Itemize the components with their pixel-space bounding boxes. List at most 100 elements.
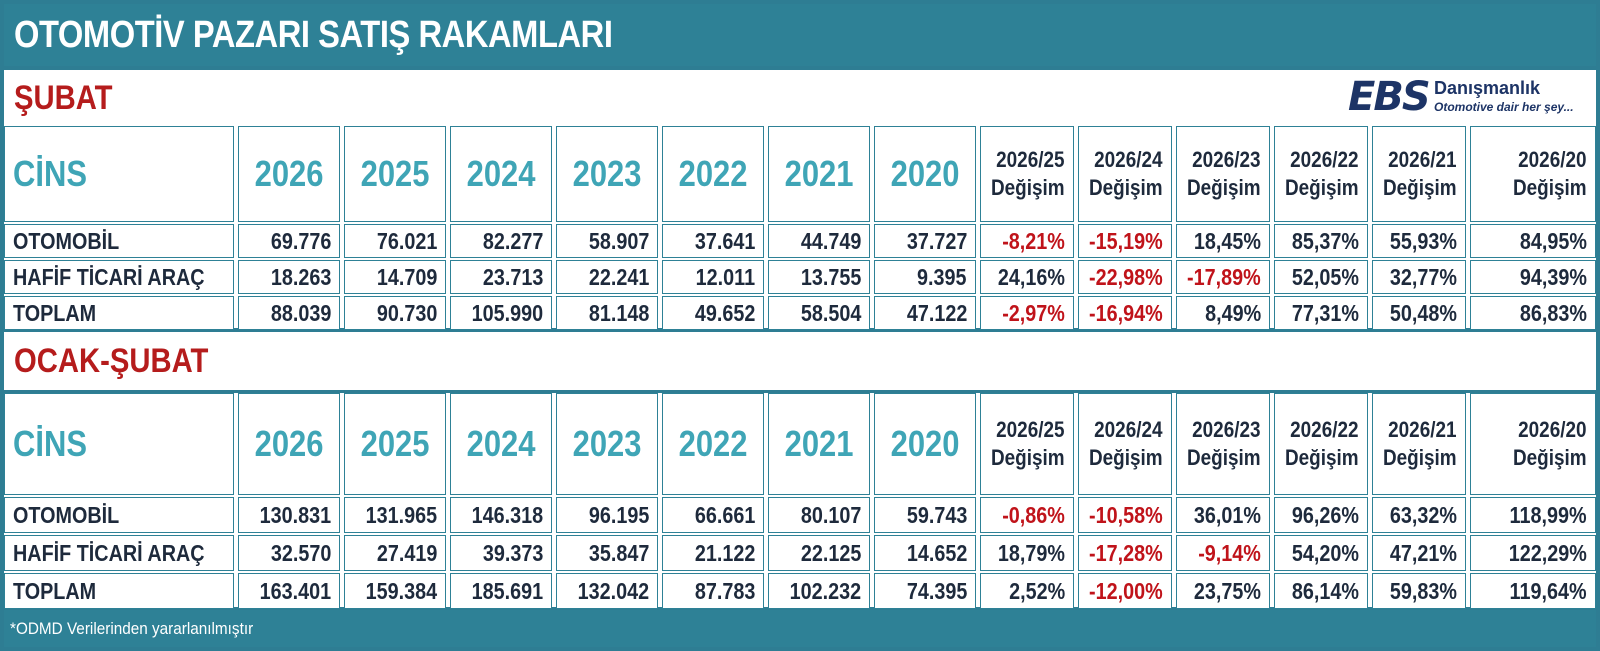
column-header-year: 2025: [344, 126, 446, 222]
value-cell: 14.709: [344, 260, 446, 294]
change-period: 2026/25: [996, 147, 1065, 172]
sales-value: 185.691: [471, 577, 543, 604]
value-cell: 37.641: [662, 224, 764, 258]
table-row: TOPLAM 163.401 159.384 185.691 132.042 87.783…: [4, 573, 1596, 609]
year-label: 2020: [890, 153, 960, 194]
change-word: Değişim: [1187, 445, 1261, 470]
change-cell: 47,21%: [1372, 535, 1466, 571]
change-period: 2026/24: [1094, 417, 1163, 442]
change-cell: -2,97%: [980, 296, 1074, 330]
change-value: 59,83%: [1389, 577, 1457, 604]
column-header-year: 2024: [450, 126, 552, 222]
ebs-logo: EBS Danışmanlık Otomotive dair her şey..…: [1348, 76, 1588, 118]
change-value: 47,21%: [1389, 539, 1457, 566]
change-value: 63,32%: [1389, 501, 1457, 528]
change-cell: 118,99%: [1470, 497, 1596, 533]
value-cell: 37.727: [874, 224, 976, 258]
sales-value: 47.122: [906, 299, 967, 326]
value-cell: 163.401: [238, 573, 340, 609]
change-value: 84,95%: [1519, 227, 1587, 254]
column-header-year: 2026: [238, 126, 340, 222]
value-cell: 13.755: [768, 260, 870, 294]
change-cell: 24,16%: [980, 260, 1074, 294]
change-word: Değişim: [991, 175, 1065, 200]
column-header-label: CİNS: [13, 153, 87, 194]
footer-note: *ODMD Verilerinden yararlanılmıştır: [4, 610, 1596, 647]
value-cell: 132.042: [556, 573, 658, 609]
change-value: -15,19%: [1089, 227, 1163, 254]
change-value: 86,14%: [1291, 577, 1359, 604]
change-value: 85,37%: [1291, 227, 1359, 254]
value-cell: 59.743: [874, 497, 976, 533]
year-label: 2024: [466, 423, 536, 464]
row-name-cell: TOPLAM: [4, 296, 234, 330]
sales-value: 39.373: [482, 539, 543, 566]
value-cell: 22.125: [768, 535, 870, 571]
change-cell: 36,01%: [1176, 497, 1270, 533]
change-cell: 59,83%: [1372, 573, 1466, 609]
value-cell: 27.419: [344, 535, 446, 571]
table-row: HAFİF TİCARİ ARAÇ 18.263 14.709 23.713 22.24…: [4, 260, 1596, 294]
table-ocak-subat: CİNS 2026 2025 2024 2023 2022 2021 2020 2026/25 D…: [4, 393, 1596, 609]
value-cell: 82.277: [450, 224, 552, 258]
change-value: -2,97%: [1002, 299, 1065, 326]
value-cell: 87.783: [662, 573, 764, 609]
value-cell: 81.148: [556, 296, 658, 330]
sales-value: 82.277: [482, 227, 543, 254]
year-label: 2021: [784, 423, 854, 464]
change-cell: 94,39%: [1470, 260, 1596, 294]
value-cell: 9.395: [874, 260, 976, 294]
value-cell: 88.039: [238, 296, 340, 330]
sales-value: 81.148: [588, 299, 649, 326]
row-name: HAFİF TİCARİ ARAÇ: [13, 539, 205, 566]
sales-value: 18.263: [270, 263, 331, 290]
sales-value: 14.652: [906, 539, 967, 566]
change-cell: -10,58%: [1078, 497, 1172, 533]
change-cell: -16,94%: [1078, 296, 1172, 330]
column-header-year: 2025: [344, 393, 446, 495]
column-header-year: 2020: [874, 126, 976, 222]
change-word: Değişim: [1383, 175, 1457, 200]
value-cell: 58.907: [556, 224, 658, 258]
change-cell: 18,79%: [980, 535, 1074, 571]
sales-value: 80.107: [800, 501, 861, 528]
sales-value: 87.783: [694, 577, 755, 604]
year-label: 2024: [466, 153, 536, 194]
column-header-change: 2026/23 Değişim: [1176, 393, 1270, 495]
change-period: 2026/24: [1094, 147, 1163, 172]
change-value: 18,79%: [997, 539, 1065, 566]
value-cell: 146.318: [450, 497, 552, 533]
change-value: 119,64%: [1510, 577, 1587, 604]
change-value: 86,83%: [1519, 299, 1587, 326]
logo-name: Danışmanlık: [1434, 78, 1541, 98]
change-value: -16,94%: [1089, 299, 1163, 326]
section-title: ŞUBAT: [14, 78, 113, 117]
change-value: 55,93%: [1389, 227, 1457, 254]
change-cell: 77,31%: [1274, 296, 1368, 330]
change-cell: 8,49%: [1176, 296, 1270, 330]
change-value: 8,49%: [1204, 299, 1261, 326]
value-cell: 130.831: [238, 497, 340, 533]
sales-value: 21.122: [694, 539, 755, 566]
column-header-year: 2026: [238, 393, 340, 495]
sales-value: 37.641: [694, 227, 755, 254]
change-cell: 86,14%: [1274, 573, 1368, 609]
value-cell: 12.011: [662, 260, 764, 294]
sales-value: 66.661: [694, 501, 755, 528]
sales-value: 69.776: [270, 227, 331, 254]
value-cell: 23.713: [450, 260, 552, 294]
value-cell: 21.122: [662, 535, 764, 571]
page-title: OTOMOTİV PAZARI SATIŞ RAKAMLARI: [14, 13, 613, 56]
value-cell: 102.232: [768, 573, 870, 609]
change-period: 2026/22: [1290, 417, 1359, 442]
year-label: 2020: [890, 423, 960, 464]
column-header-year: 2021: [768, 393, 870, 495]
change-cell: 96,26%: [1274, 497, 1368, 533]
change-value: -22,98%: [1089, 263, 1163, 290]
column-header-year: 2023: [556, 126, 658, 222]
change-word: Değişim: [1383, 445, 1457, 470]
change-cell: 18,45%: [1176, 224, 1270, 258]
value-cell: 131.965: [344, 497, 446, 533]
change-cell: -17,89%: [1176, 260, 1270, 294]
value-cell: 159.384: [344, 573, 446, 609]
